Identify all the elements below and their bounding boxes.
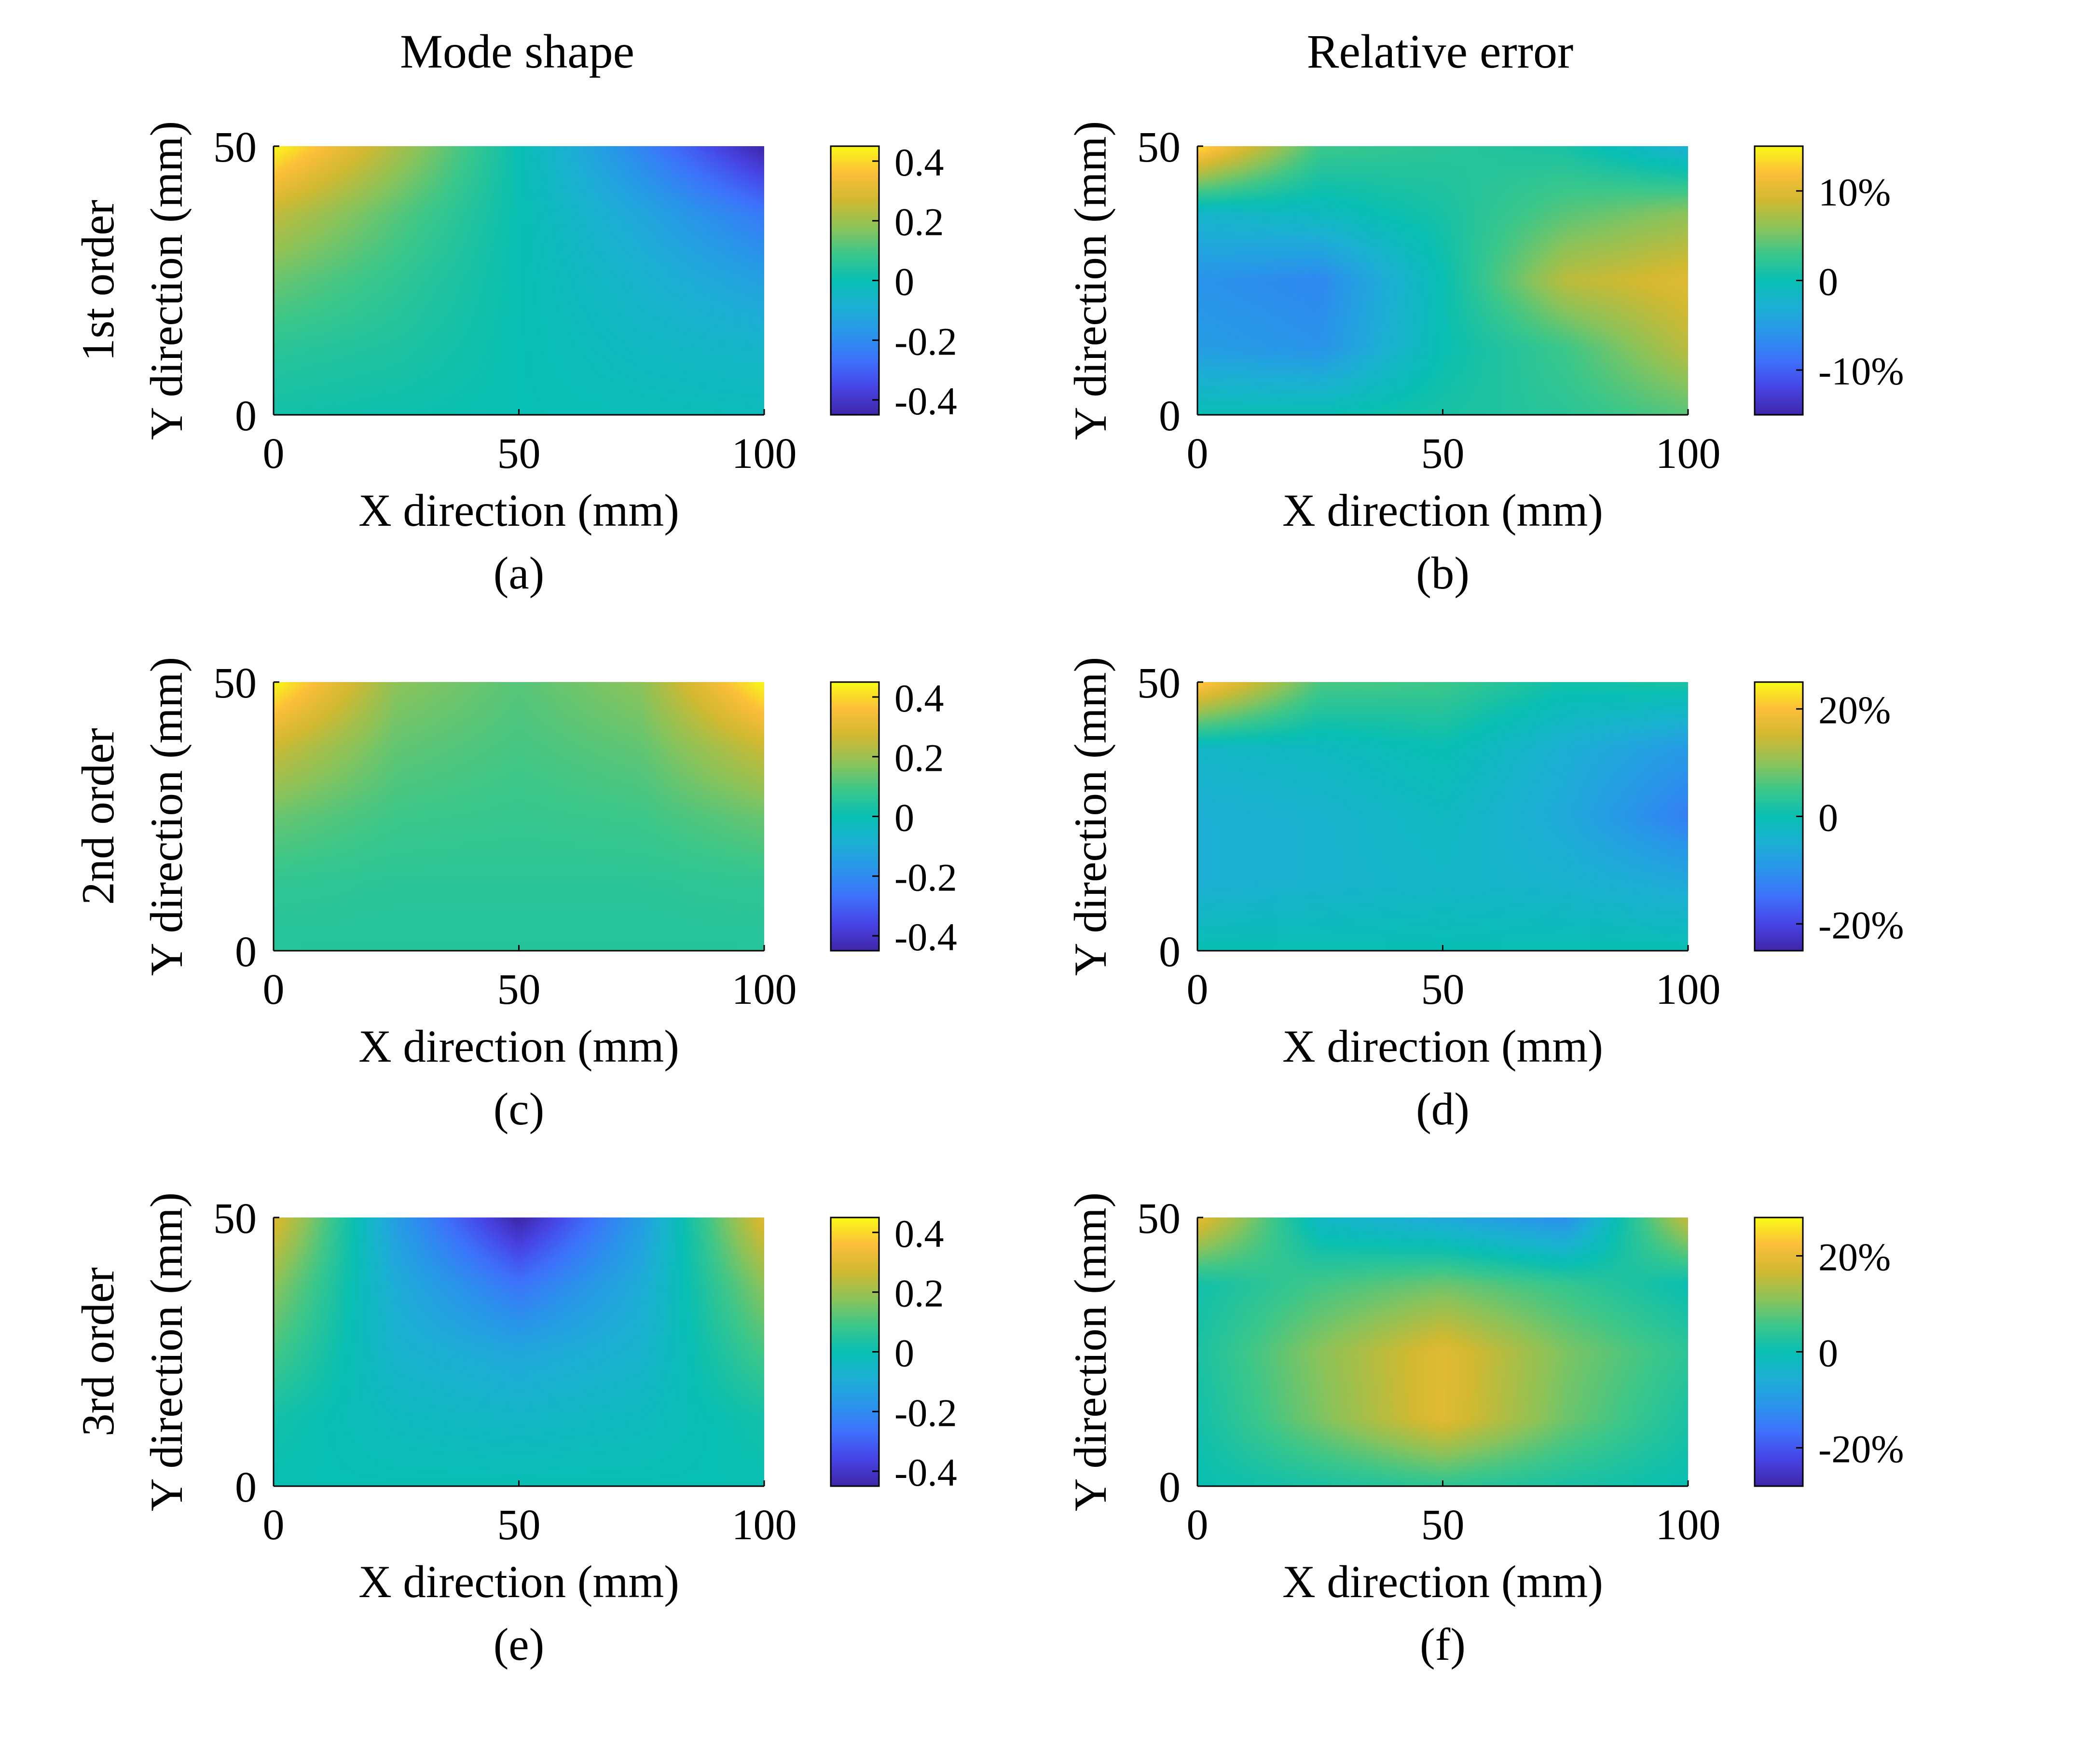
y-tick-label: 0	[235, 928, 257, 976]
y-tick-label: 0	[1159, 928, 1181, 976]
panel-label: (e)	[494, 1619, 544, 1670]
row-label: 2nd order	[72, 728, 124, 905]
x-tick-label: 50	[497, 1501, 541, 1549]
x-tick-label: 100	[732, 966, 797, 1013]
heatmap-panel-1: 0 50 100 0 50 X direction (mm) Y direction (mm…	[72, 121, 957, 599]
y-tick-label: 50	[1137, 123, 1181, 171]
panels: 0 50 100 0 50 X direction (mm) Y direction (mm…	[72, 121, 1904, 1670]
x-tick-label: 0	[1187, 430, 1209, 478]
y-tick-label: 50	[213, 1195, 257, 1243]
y-tick-label: 50	[213, 659, 257, 707]
y-tick-label: 50	[213, 123, 257, 171]
heatmap-surface	[274, 1217, 764, 1486]
x-axis-label: X direction (mm)	[358, 1556, 679, 1607]
x-tick-label: 50	[1421, 1501, 1465, 1549]
y-axis-label: Y direction (mm)	[141, 121, 192, 440]
y-tick-label: 50	[1137, 1195, 1181, 1243]
colorbar	[830, 681, 880, 952]
x-tick-label: 0	[1187, 966, 1209, 1013]
colorbar-tick-label: 0.2	[894, 1272, 944, 1315]
y-axis-label: Y direction (mm)	[1065, 121, 1116, 440]
y-axis-label: Y direction (mm)	[141, 1192, 192, 1511]
x-axis-label: X direction (mm)	[358, 485, 679, 536]
x-tick-label: 0	[1187, 1501, 1209, 1549]
colorbar-tick-label: 0	[1818, 1331, 1838, 1375]
colorbar-tick-label: -0.2	[894, 855, 957, 899]
colorbar-tick-label: 0.4	[894, 140, 944, 184]
colorbar-tick-label: -0.2	[894, 319, 957, 363]
x-tick-label: 0	[263, 430, 285, 478]
colorbar-tick-label: -0.4	[894, 915, 957, 959]
row-label: 1st order	[72, 200, 124, 361]
x-tick-label: 50	[1421, 966, 1465, 1013]
x-tick-label: 50	[497, 430, 541, 478]
x-tick-label: 50	[1421, 430, 1465, 478]
x-axis-label: X direction (mm)	[1282, 485, 1603, 536]
colorbar-tick-label: -20%	[1818, 1427, 1904, 1471]
y-tick-label: 0	[235, 1463, 257, 1511]
heatmap-surface	[1197, 146, 1688, 415]
colorbar	[1754, 681, 1804, 952]
colorbar-tick-label: 20%	[1818, 688, 1891, 732]
x-tick-label: 100	[1656, 430, 1721, 478]
heatmap-surface	[1197, 682, 1688, 951]
colorbar-tick-label: 0	[894, 260, 914, 304]
panel-label: (a)	[494, 547, 544, 599]
colorbar	[830, 145, 880, 416]
row-label: 3rd order	[72, 1267, 124, 1436]
panel-label: (b)	[1416, 547, 1470, 599]
colorbar-tick-label: -20%	[1818, 903, 1904, 947]
colorbar-tick-label: 10%	[1818, 170, 1891, 214]
panel-label: (c)	[494, 1083, 544, 1135]
heatmap-surface	[274, 146, 764, 415]
y-tick-label: 50	[1137, 659, 1181, 707]
y-tick-label: 0	[1159, 392, 1181, 440]
x-axis-label: X direction (mm)	[1282, 1556, 1603, 1607]
column-title-mode-shape: Mode shape	[400, 25, 634, 78]
colorbar-tick-label: 0.4	[894, 1212, 944, 1256]
x-tick-label: 0	[263, 1501, 285, 1549]
x-axis-label: X direction (mm)	[358, 1021, 679, 1072]
colorbar-tick-label: -10%	[1818, 349, 1904, 393]
x-axis-label: X direction (mm)	[1282, 1021, 1603, 1072]
colorbar-tick-label: -0.2	[894, 1391, 957, 1435]
panel-label: (f)	[1420, 1619, 1466, 1670]
panel-label: (d)	[1416, 1083, 1470, 1135]
x-tick-label: 100	[732, 1501, 797, 1549]
colorbar-tick-label: 0.2	[894, 736, 944, 780]
y-tick-label: 0	[235, 392, 257, 440]
colorbar-tick-label: 0.4	[894, 676, 944, 720]
x-tick-label: 100	[732, 430, 797, 478]
y-axis-label: Y direction (mm)	[1065, 657, 1116, 976]
colorbar-tick-label: 20%	[1818, 1235, 1891, 1279]
heatmap-panel-5: 0 50 100 0 50 X direction (mm) Y direction (mm…	[72, 1192, 957, 1670]
colorbar-tick-label: -0.4	[894, 379, 957, 423]
y-tick-label: 0	[1159, 1463, 1181, 1511]
x-tick-label: 100	[1656, 966, 1721, 1013]
y-axis-label: Y direction (mm)	[1065, 1192, 1116, 1511]
heatmap-panel-2: 0 50 100 0 50 X direction (mm) Y direction (mm…	[1065, 121, 1904, 599]
heatmap-surface	[1197, 1217, 1688, 1486]
x-tick-label: 0	[263, 966, 285, 1013]
x-tick-label: 50	[497, 966, 541, 1013]
colorbar-tick-label: 0.2	[894, 200, 944, 244]
colorbar-tick-label: 0	[1818, 796, 1838, 840]
column-title-relative-error: Relative error	[1307, 25, 1574, 78]
colorbar-tick-label: 0	[1818, 260, 1838, 304]
heatmap-surface	[274, 682, 764, 951]
colorbar-tick-label: 0	[894, 1331, 914, 1375]
colorbar	[1754, 145, 1804, 416]
colorbar-tick-label: -0.4	[894, 1450, 957, 1494]
x-tick-label: 100	[1656, 1501, 1721, 1549]
colorbar	[1754, 1217, 1804, 1487]
y-axis-label: Y direction (mm)	[141, 657, 192, 976]
heatmap-panel-6: 0 50 100 0 50 X direction (mm) Y direction (mm…	[1065, 1192, 1904, 1670]
heatmap-panel-3: 0 50 100 0 50 X direction (mm) Y direction (mm…	[72, 657, 957, 1135]
colorbar	[830, 1217, 880, 1487]
heatmap-panel-4: 0 50 100 0 50 X direction (mm) Y direction (mm…	[1065, 657, 1904, 1135]
colorbar-tick-label: 0	[894, 796, 914, 840]
